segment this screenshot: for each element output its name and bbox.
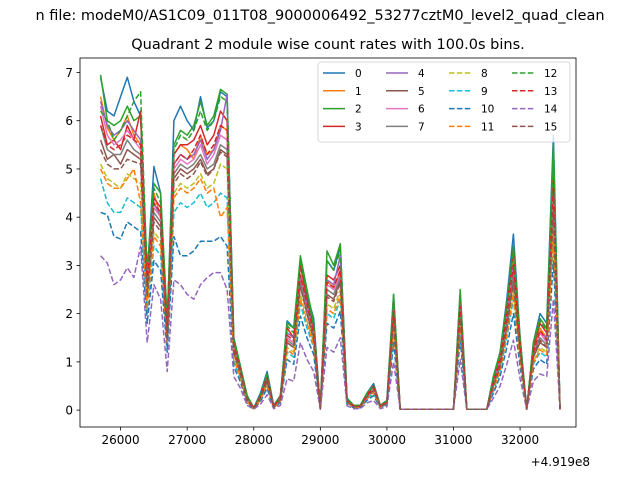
legend-label-15: 15 [544, 121, 557, 133]
series-line-13 [99, 124, 561, 410]
legend-label-13: 13 [544, 86, 557, 98]
series-lines [99, 74, 561, 410]
y-tick-label: 3 [65, 259, 73, 273]
legend-frame [317, 61, 571, 143]
plot-frame [79, 57, 577, 428]
x-tick-label: 28000 [235, 433, 273, 447]
y-tick-label: 6 [65, 114, 73, 128]
y-axis: 0 1 2 3 4 5 6 7 [65, 66, 80, 418]
y-tick-label: 2 [65, 307, 73, 321]
x-tick-label: 27000 [168, 433, 206, 447]
legend-label-3: 3 [355, 121, 362, 133]
legend-label-1: 1 [355, 86, 362, 98]
x-axis-offset-label: +4.919e8 [531, 455, 590, 469]
legend-label-2: 2 [355, 104, 362, 116]
x-tick-label: 26000 [102, 433, 140, 447]
chart-suptitle: n file: modeM0/AS1C09_011T08_9000006492_… [35, 8, 604, 24]
legend-label-9: 9 [481, 86, 488, 98]
y-tick-label: 7 [65, 66, 73, 80]
legend-label-5: 5 [418, 86, 425, 98]
chart-title: Quadrant 2 module wise count rates with … [131, 37, 525, 53]
y-tick-label: 4 [65, 211, 73, 225]
legend-label-12: 12 [544, 68, 557, 80]
y-tick-label: 5 [65, 162, 73, 176]
legend-label-7: 7 [418, 121, 425, 133]
y-tick-label: 0 [65, 404, 73, 418]
legend-label-8: 8 [481, 68, 488, 80]
x-tick-label: 29000 [301, 433, 339, 447]
legend-label-11: 11 [481, 121, 494, 133]
y-tick-label: 1 [65, 355, 73, 369]
legend-label-10: 10 [481, 104, 494, 116]
legend-label-0: 0 [355, 68, 362, 80]
legend-label-14: 14 [544, 104, 558, 116]
x-tick-label: 31000 [434, 433, 472, 447]
series-line-15 [99, 149, 561, 410]
legend-label-4: 4 [418, 68, 425, 80]
plot-area [79, 57, 577, 428]
legend-label-6: 6 [418, 104, 425, 116]
x-tick-label: 32000 [501, 433, 539, 447]
x-tick-label: 30000 [368, 433, 406, 447]
x-axis: 26000 27000 28000 29000 30000 31000 32000 [102, 427, 539, 447]
